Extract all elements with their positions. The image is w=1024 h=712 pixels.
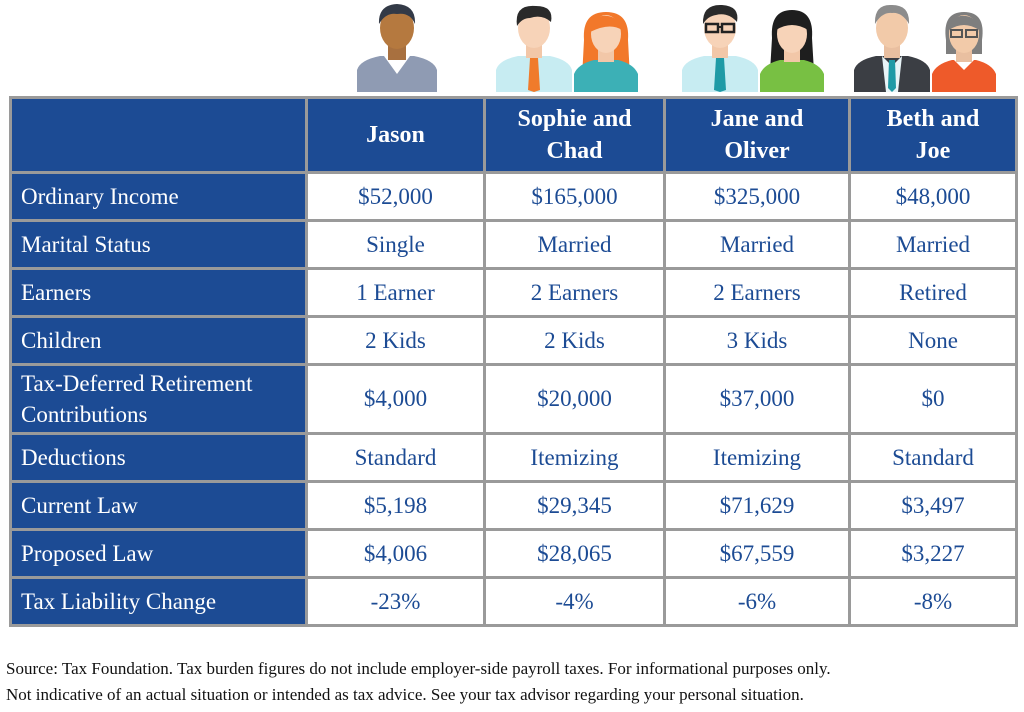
table-row: Ordinary Income $52,000 $165,000 $325,00… [9,171,1018,222]
table-cell: -8% [848,576,1018,627]
woman-icon [574,12,638,92]
table-cell: $3,497 [848,480,1018,531]
beth-joe-avatars [854,4,996,92]
avatar-row [0,0,1024,92]
header-jason: Jason [305,96,486,174]
table-row: Children 2 Kids 2 Kids 3 Kids None [9,315,1018,366]
table-cell: $52,000 [305,171,486,222]
header-beth-joe: Beth and Joe [848,96,1018,174]
table-row: Current Law $5,198 $29,345 $71,629 $3,49… [9,480,1018,531]
table-row: Tax Liability Change -23% -4% -6% -8% [9,576,1018,627]
row-label: Deductions [9,432,308,483]
table-cell: Married [663,219,851,270]
source-note: Source: Tax Foundation. Tax burden figur… [6,656,1018,708]
man-icon [357,4,437,92]
older-woman-icon [932,12,996,92]
table-cell: 3 Kids [663,315,851,366]
table-cell: $67,559 [663,528,851,579]
header-sophie-chad: Sophie and Chad [483,96,666,174]
man-glasses-icon [682,4,758,92]
table-row: Tax-Deferred Retirement Contributions $4… [9,363,1018,435]
row-label: Proposed Law [9,528,308,579]
table-cell: Single [305,219,486,270]
table-cell: $325,000 [663,171,851,222]
table-cell: None [848,315,1018,366]
source-line-2: Not indicative of an actual situation or… [6,685,804,704]
table-cell: Standard [305,432,486,483]
older-man-icon [854,4,930,92]
table-row: Deductions Standard Itemizing Itemizing … [9,432,1018,483]
table-cell: $4,006 [305,528,486,579]
table-cell: $165,000 [483,171,666,222]
header-row: Jason Sophie and Chad Jane and Oliver Be… [9,96,1018,174]
table-cell: -4% [483,576,666,627]
table-cell: Retired [848,267,1018,318]
row-label: Earners [9,267,308,318]
table-cell: $4,000 [305,363,486,435]
row-label: Marital Status [9,219,308,270]
table-cell: $20,000 [483,363,666,435]
row-label: Ordinary Income [9,171,308,222]
table-cell: $3,227 [848,528,1018,579]
table-cell: 2 Kids [305,315,486,366]
table-cell: Standard [848,432,1018,483]
table-cell: 1 Earner [305,267,486,318]
table-cell: 2 Earners [483,267,666,318]
table-cell: 2 Earners [663,267,851,318]
woman-icon [760,10,824,92]
source-line-1: Source: Tax Foundation. Tax burden figur… [6,659,831,678]
table-row: Earners 1 Earner 2 Earners 2 Earners Ret… [9,267,1018,318]
man-icon [496,5,572,92]
table-cell: $28,065 [483,528,666,579]
table-cell: $48,000 [848,171,1018,222]
row-label: Tax-Deferred Retirement Contributions [9,363,308,435]
jason-avatar [357,4,437,92]
table-cell: $37,000 [663,363,851,435]
table-cell: $71,629 [663,480,851,531]
tax-comparison-table: Jason Sophie and Chad Jane and Oliver Be… [9,96,1018,627]
table-cell: -6% [663,576,851,627]
header-corner [9,96,308,174]
sophie-chad-avatars [496,5,638,92]
row-label: Children [9,315,308,366]
table-cell: $0 [848,363,1018,435]
table-row: Proposed Law $4,006 $28,065 $67,559 $3,2… [9,528,1018,579]
header-jane-oliver: Jane and Oliver [663,96,851,174]
table-cell: 2 Kids [483,315,666,366]
table-cell: $29,345 [483,480,666,531]
table-cell: -23% [305,576,486,627]
row-label: Tax Liability Change [9,576,308,627]
table-row: Marital Status Single Married Married Ma… [9,219,1018,270]
table-cell: Married [483,219,666,270]
jane-oliver-avatars [682,4,824,92]
table-cell: Itemizing [663,432,851,483]
table-cell: Married [848,219,1018,270]
table-cell: $5,198 [305,480,486,531]
table-cell: Itemizing [483,432,666,483]
row-label: Current Law [9,480,308,531]
